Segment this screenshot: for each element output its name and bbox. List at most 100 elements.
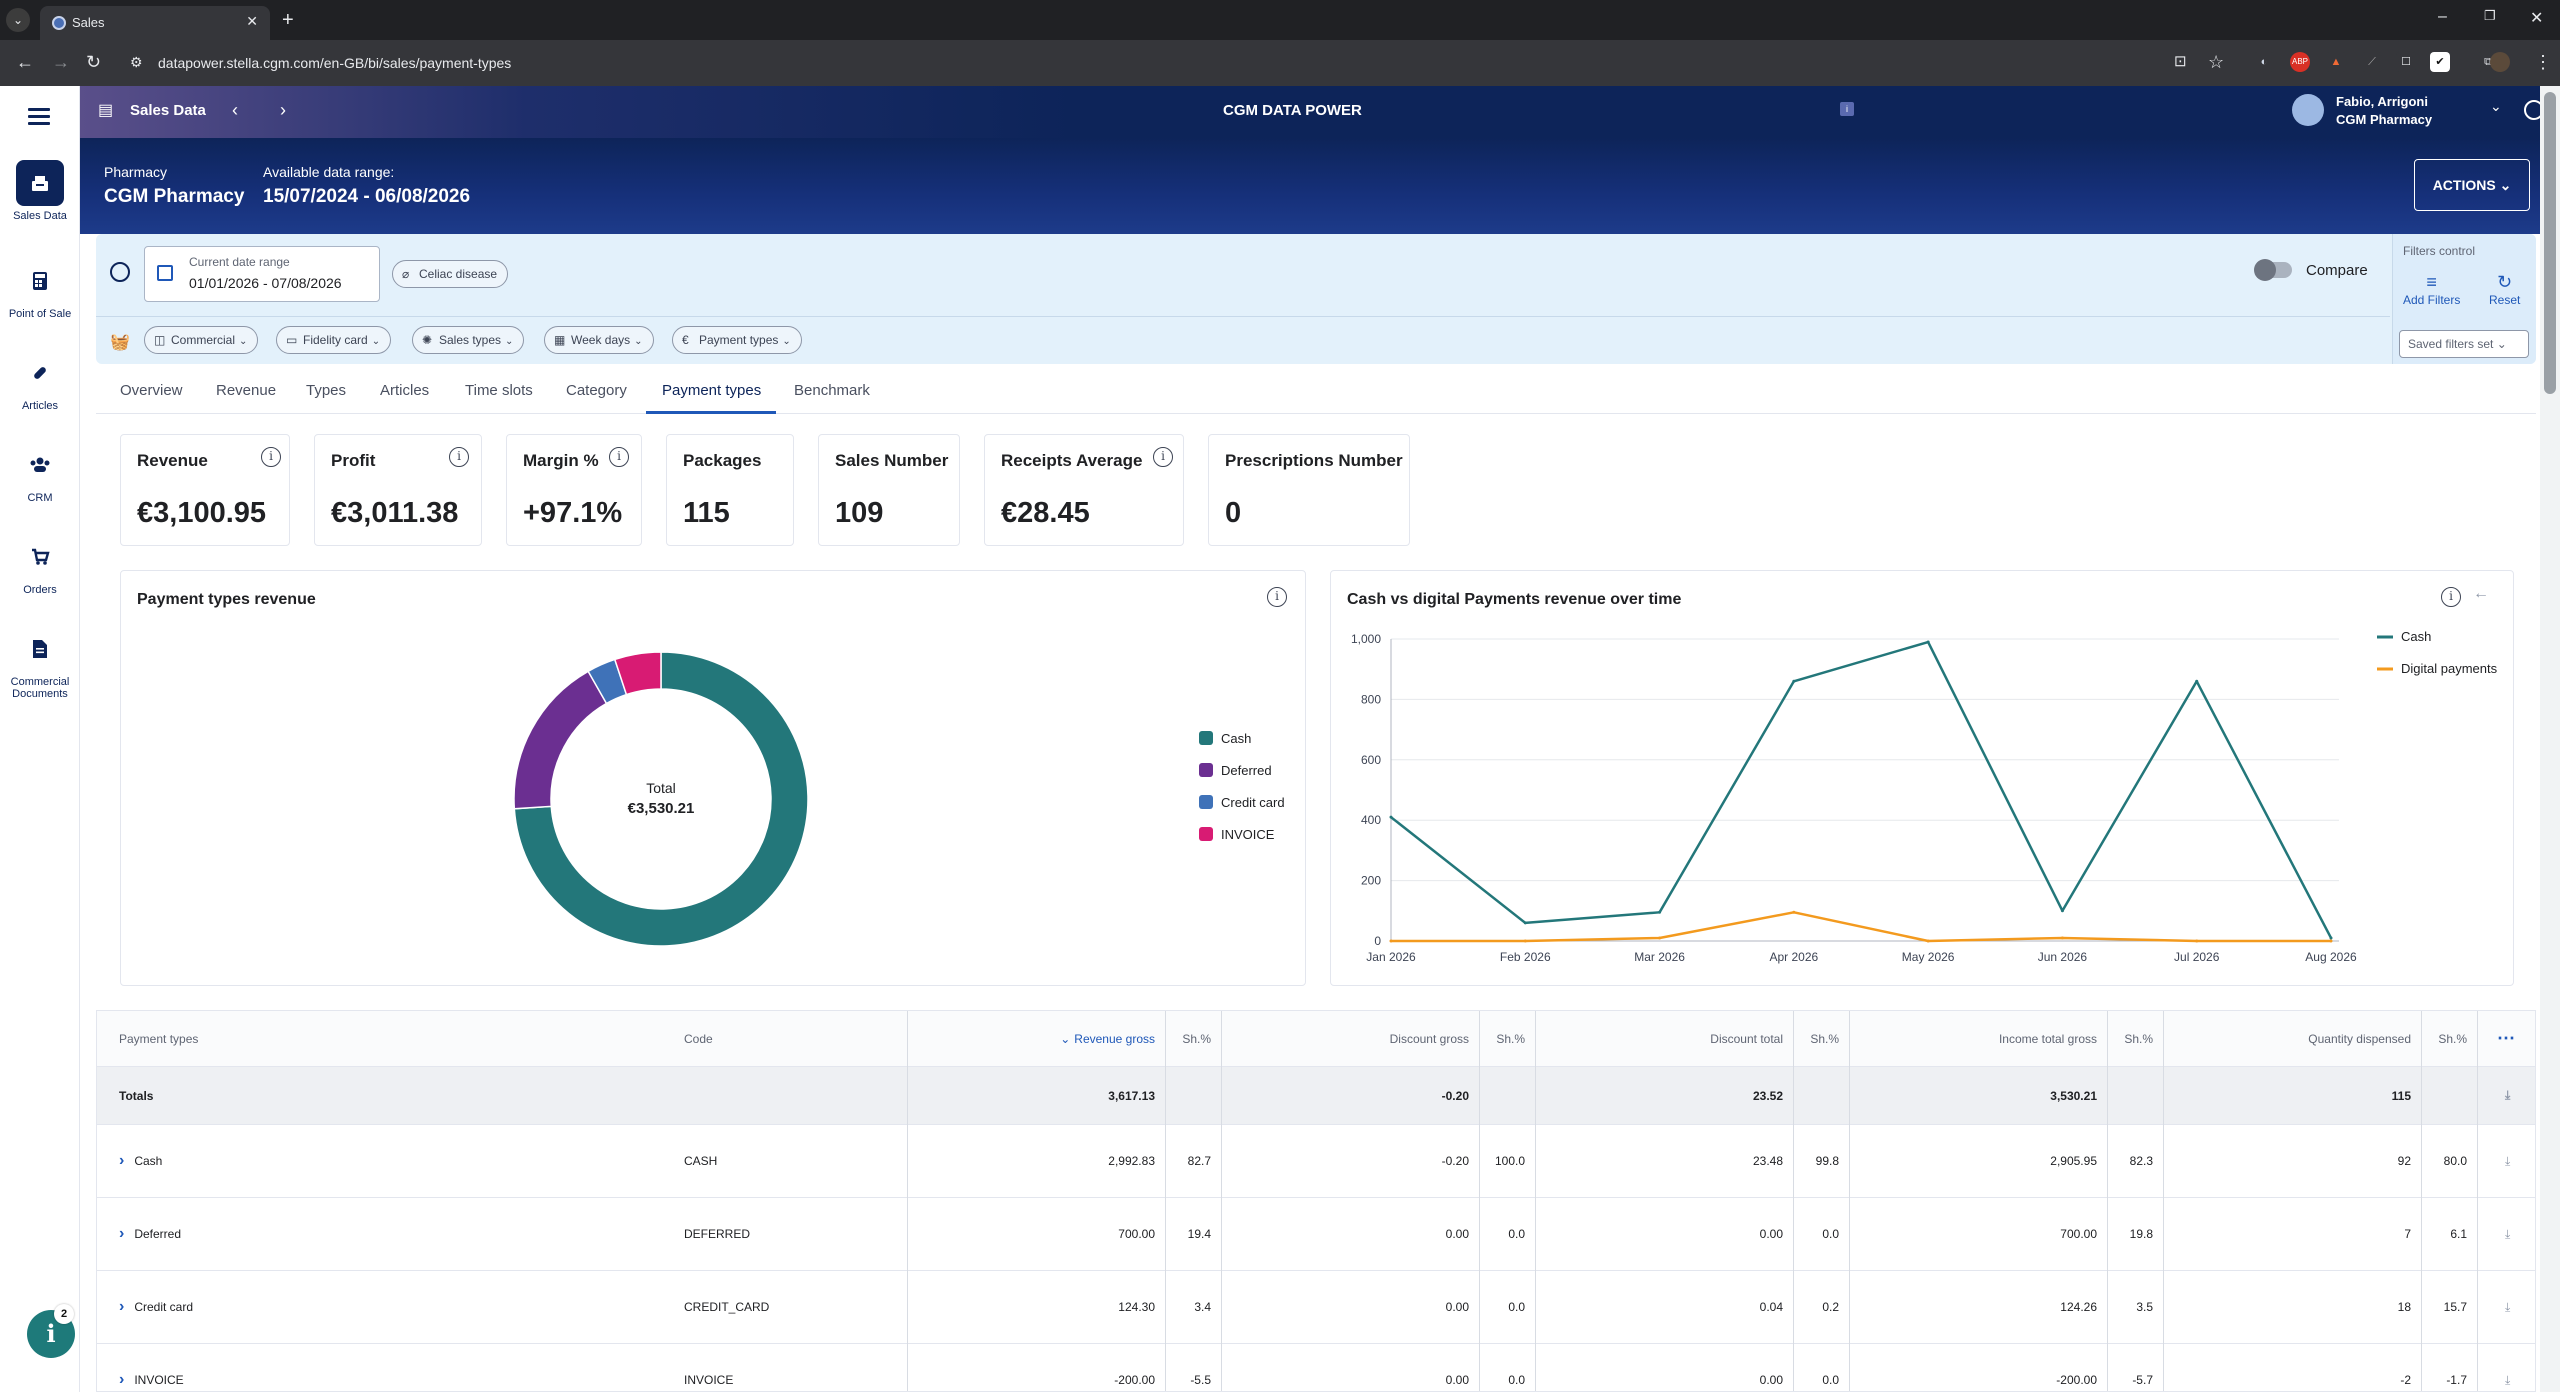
help-info-button[interactable]: i xyxy=(27,1310,75,1358)
profile-avatar-icon[interactable] xyxy=(2490,52,2510,72)
tab-payment-types[interactable]: Payment types xyxy=(662,382,762,399)
back-icon[interactable]: ← xyxy=(16,52,34,72)
nav-item-crm[interactable]: CRM xyxy=(0,442,80,504)
nav-item-articles[interactable]: Articles xyxy=(0,350,80,412)
extension-tool-icon[interactable]: ⟋ xyxy=(2362,52,2382,72)
data-point[interactable] xyxy=(1658,936,1662,940)
tab-overview[interactable]: Overview xyxy=(120,382,183,399)
column-header[interactable]: Sh.% xyxy=(2124,1031,2153,1046)
filter-chip-sales-types[interactable]: ✺ Sales types ⌄ xyxy=(412,326,525,354)
filter-chip-week-days[interactable]: ▦ Week days ⌄ xyxy=(544,326,654,354)
info-icon[interactable]: i xyxy=(1267,587,1287,607)
scrollbar-thumb[interactable] xyxy=(2544,92,2556,394)
column-header[interactable]: Sh.% xyxy=(1810,1031,1839,1046)
legend-item[interactable]: Deferred xyxy=(1199,763,1272,778)
url-field[interactable]: datapower.stella.cgm.com/en-GB/bi/sales/… xyxy=(158,55,512,71)
column-header[interactable]: Quantity dispensed xyxy=(2308,1031,2411,1046)
column-header[interactable]: Discount total xyxy=(1710,1031,1783,1046)
column-header[interactable]: Income total gross xyxy=(1998,1031,2097,1046)
nav-item-commercial-documents[interactable]: Commercial Documents xyxy=(0,626,80,700)
info-icon[interactable]: i xyxy=(261,447,281,467)
legend-label[interactable]: Cash xyxy=(2401,629,2431,644)
user-menu-chevron-icon[interactable]: ⌄ xyxy=(2490,98,2502,114)
data-point[interactable] xyxy=(1389,939,1393,943)
expand-chevron-icon[interactable]: › xyxy=(119,1225,125,1242)
data-point[interactable] xyxy=(2329,936,2333,940)
nav-item-point-of-sale[interactable]: Point of Sale xyxy=(0,258,80,320)
arrow-left-icon[interactable]: ← xyxy=(2473,585,2489,602)
browser-tab[interactable]: Sales ✕ xyxy=(40,6,270,40)
column-header[interactable]: Discount gross xyxy=(1389,1031,1469,1046)
tab-search-button[interactable]: ⌄ xyxy=(6,8,30,32)
adblock-icon[interactable]: ABP xyxy=(2290,52,2310,72)
series-line-digital-payments[interactable] xyxy=(1391,911,2331,943)
window-close-icon[interactable]: ✕ xyxy=(2530,10,2544,27)
compare-toggle[interactable] xyxy=(2254,259,2292,281)
site-info-icon[interactable]: ⚙ xyxy=(130,54,143,70)
data-point[interactable] xyxy=(2195,679,2199,683)
info-icon[interactable]: i xyxy=(609,447,629,467)
data-point[interactable] xyxy=(1926,640,1930,644)
minimize-icon[interactable]: – xyxy=(2438,8,2447,25)
legend-item[interactable]: Cash xyxy=(1199,731,1251,746)
legend-label[interactable]: Digital payments xyxy=(2401,661,2498,676)
extension-icon[interactable]: ◐ xyxy=(2254,52,2274,72)
data-point[interactable] xyxy=(2060,909,2064,913)
expand-chevron-icon[interactable]: › xyxy=(119,1371,125,1388)
download-icon[interactable]: ⤓ xyxy=(2505,1299,2511,1314)
more-options-icon[interactable]: ⋯ xyxy=(2497,1028,2515,1048)
data-point[interactable] xyxy=(1792,679,1796,683)
tab-category[interactable]: Category xyxy=(566,382,627,399)
data-point[interactable] xyxy=(2329,939,2333,943)
data-point[interactable] xyxy=(1926,939,1930,943)
nav-item-orders[interactable]: Orders xyxy=(0,534,80,596)
filter-chip-payment-types[interactable]: € Payment types ⌄ xyxy=(672,326,802,354)
download-icon[interactable]: ⤓ xyxy=(2505,1226,2511,1241)
page-scrollbar[interactable] xyxy=(2540,86,2560,1392)
legend-item[interactable]: Credit card xyxy=(1199,795,1285,810)
hamburger-menu-icon[interactable] xyxy=(28,108,50,129)
next-chevron-icon[interactable]: › xyxy=(280,100,286,120)
donut-slice-deferred[interactable] xyxy=(513,670,608,810)
add-filters-button[interactable]: ≡ Add Filters xyxy=(2403,272,2460,307)
restore-icon[interactable]: ❐ xyxy=(2484,8,2496,23)
column-header[interactable]: Sh.% xyxy=(1182,1031,1211,1046)
table-row[interactable]: › Credit card CREDIT_CARD 124.30 3.4 0.00 0.0 0… xyxy=(97,1271,2535,1344)
donut-slice-invoice[interactable] xyxy=(613,651,662,696)
column-header-sorted[interactable]: ⌄ Revenue gross xyxy=(907,1011,1165,1066)
data-point[interactable] xyxy=(1792,910,1796,914)
data-point[interactable] xyxy=(2195,939,2199,943)
reset-button[interactable]: ↻ Reset xyxy=(2489,272,2520,307)
tab-types[interactable]: Types xyxy=(306,382,347,399)
tab-revenue[interactable]: Revenue xyxy=(216,382,277,399)
notification-icon[interactable]: i xyxy=(1840,102,1854,116)
series-line-cash[interactable] xyxy=(1390,640,2333,939)
globe-icon[interactable] xyxy=(110,262,130,282)
info-icon[interactable]: i xyxy=(2441,587,2461,607)
data-point[interactable] xyxy=(1389,815,1393,819)
tab-time-slots[interactable]: Time slots xyxy=(465,382,533,399)
data-point[interactable] xyxy=(1658,910,1662,914)
data-point[interactable] xyxy=(1523,921,1527,925)
table-row[interactable]: › Deferred DEFERRED 700.00 19.4 0.00 0.0 0.00 0.… xyxy=(97,1198,2535,1271)
table-row[interactable]: › INVOICE INVOICE -200.00 -5.5 0.00 0.0 0.00 0.0… xyxy=(97,1344,2535,1391)
extension-fox-icon[interactable]: ▲ xyxy=(2326,52,2346,72)
saved-filters-select[interactable]: Saved filters set ⌄ xyxy=(2399,330,2529,358)
column-header[interactable]: Sh.% xyxy=(2438,1031,2467,1046)
column-header[interactable]: Code xyxy=(684,1031,713,1046)
browser-menu-icon[interactable]: ⋮ xyxy=(2534,52,2552,72)
nav-item-sales-data[interactable]: Sales Data xyxy=(0,160,80,222)
celiac-chip[interactable]: ⌀ Celiac disease xyxy=(392,260,509,288)
donut-slice-cash[interactable] xyxy=(513,651,809,947)
download-icon[interactable]: ⤓ xyxy=(2505,1153,2511,1168)
info-icon[interactable]: i xyxy=(1153,447,1173,467)
extension-box-icon[interactable]: ☐ xyxy=(2396,52,2416,72)
filter-chip-commercial[interactable]: ◫ Commercial ⌄ xyxy=(144,326,259,354)
column-header[interactable]: Sh.% xyxy=(1496,1031,1525,1046)
table-row[interactable]: › Cash CASH 2,992.83 82.7 -0.20 100.0 23.48 99.8… xyxy=(97,1125,2535,1198)
legend-item[interactable]: INVOICE xyxy=(1199,827,1274,842)
bookmark-star-icon[interactable]: ☆ xyxy=(2208,52,2225,72)
forward-icon[interactable]: → xyxy=(52,52,70,72)
column-header[interactable]: Payment types xyxy=(119,1031,199,1046)
user-avatar[interactable] xyxy=(2292,94,2324,126)
